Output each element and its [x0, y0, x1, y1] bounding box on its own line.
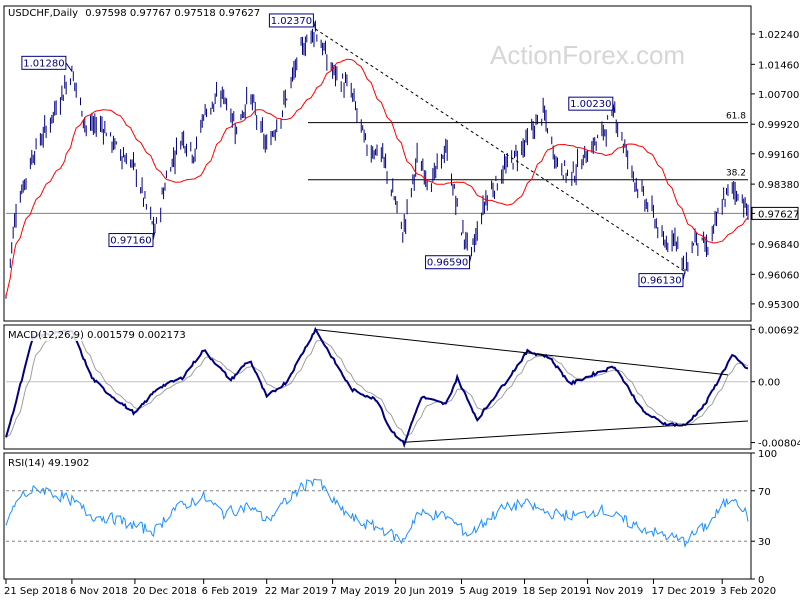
x-tick-label: 20 Dec 2018: [133, 586, 197, 597]
annotation-label: 1.00230: [570, 99, 611, 110]
price-panel: [3, 5, 752, 322]
annotation-box: [638, 273, 684, 288]
macd-tick-label: 0.00: [758, 378, 780, 389]
annotation-label: 0.97160: [110, 236, 151, 247]
ohlc-values: 0.97598 0.97767 0.97518 0.97627: [85, 8, 260, 19]
price-tick-label: 0.95300: [758, 300, 799, 311]
price-tick-label: 0.98380: [758, 180, 799, 191]
price-tick-label: 1.00700: [758, 90, 799, 101]
price-tick-label: 0.96060: [758, 270, 799, 281]
x-tick-label: 21 Sep 2018: [4, 586, 67, 597]
price-tick-label: 0.97627: [758, 209, 799, 220]
annotation-label: 0.96130: [640, 276, 681, 287]
annotation-label: 1.01280: [23, 58, 64, 69]
annotation-box: [425, 255, 471, 270]
macd-main-line: [5, 326, 749, 448]
annotation-label: 1.02370: [271, 16, 312, 27]
macd-trendline: [315, 329, 729, 376]
annotation-leader: [65, 62, 73, 72]
x-tick-label: 3 Feb 2020: [720, 586, 776, 597]
rsi-tick-label: 70: [758, 487, 771, 498]
x-tick-label: 7 May 2019: [331, 586, 390, 597]
rsi-line: [5, 478, 749, 549]
price-tick-label: 0.99920: [758, 120, 799, 131]
price-header: USDCHF,Daily 0.97598 0.97767 0.97518 0.9…: [8, 8, 260, 19]
symbol-label: USDCHF,Daily: [8, 8, 78, 19]
price-tick-label: 0.96840: [758, 240, 799, 251]
price-trendline: [315, 28, 686, 273]
price-tick-label: 1.02240: [758, 30, 799, 41]
fib-level-label: 61.8: [726, 112, 746, 122]
x-tick-label: 18 Sep 2019: [523, 586, 586, 597]
x-tick-label: 6 Nov 2018: [70, 586, 128, 597]
annotation-box: [108, 233, 154, 248]
macd-header: MACD(12,26,9) 0.001579 0.002173: [8, 330, 186, 341]
price-tick-label: 0.99160: [758, 150, 799, 161]
annotation-label: 0.96590: [427, 258, 468, 269]
rsi-header: RSI(14) 49.1902: [8, 458, 89, 469]
annotation-box: [568, 96, 614, 111]
x-tick-label: 1 Nov 2019: [586, 586, 644, 597]
x-tick-label: 22 Mar 2019: [265, 586, 328, 597]
annotation-box: [21, 55, 67, 70]
macd-panel: [3, 324, 752, 450]
fib-level-label: 38.2: [726, 169, 746, 179]
price-tick-label: 1.01460: [758, 60, 799, 71]
rsi-tick-label: 0: [758, 575, 764, 586]
moving-average-line: [5, 58, 749, 297]
x-tick-label: 6 Feb 2019: [202, 586, 258, 597]
x-tick-label: 20 Jun 2019: [394, 586, 454, 597]
x-tick-label: 5 Aug 2019: [460, 586, 518, 597]
x-tick-label: 17 Dec 2019: [651, 586, 715, 597]
watermark: ActionForex.com: [490, 40, 685, 70]
macd-tick-label: 0.006927: [758, 325, 800, 336]
rsi-tick-label: 100: [758, 449, 777, 460]
rsi-tick-label: 30: [758, 537, 771, 548]
macd-signal-line: [5, 331, 749, 438]
macd-trendline: [404, 420, 749, 443]
annotation-box: [268, 13, 314, 28]
macd-tick-label: -0.008049: [758, 439, 800, 450]
